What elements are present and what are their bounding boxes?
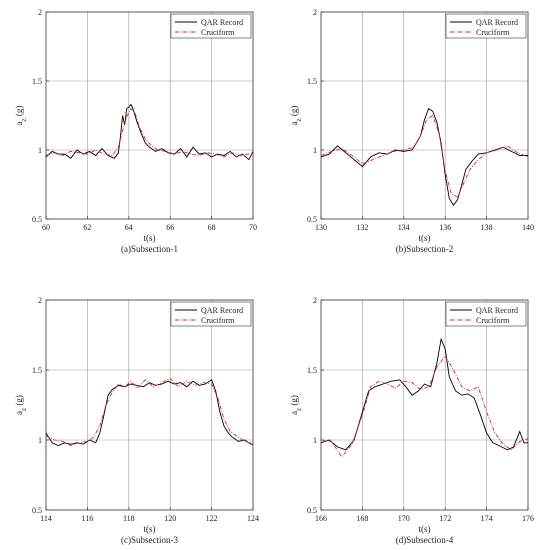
series-line-qar-record	[45, 379, 253, 447]
y-tick-label: 0.5	[32, 506, 42, 515]
x-tick-label: 124	[247, 514, 259, 523]
y-tick-label: 0.5	[307, 506, 317, 515]
x-tick-label: 168	[356, 514, 368, 523]
plot-area	[320, 11, 529, 220]
x-axis-label: t(s)	[419, 233, 431, 243]
x-tick-label: 64	[125, 223, 133, 232]
subplot-caption: (b)Subsection-2	[396, 244, 454, 254]
series-line-cruciform	[45, 377, 253, 447]
x-tick-label: 134	[398, 223, 410, 232]
x-tick-label: 130	[315, 223, 327, 232]
y-tick-label: 2	[38, 8, 42, 17]
plot-area	[45, 299, 254, 511]
legend-label: Cruciform	[476, 316, 510, 325]
x-tick-label: 60	[42, 223, 50, 232]
y-tick-label: 2	[313, 296, 317, 305]
x-axis-label: t(s)	[144, 524, 156, 534]
x-tick-label: 140	[522, 223, 534, 232]
x-tick-label: 66	[166, 223, 174, 232]
x-axis-label: t(s)	[419, 524, 431, 534]
series-line-qar-record	[320, 107, 528, 207]
legend-label: QAR Record	[476, 18, 518, 27]
y-tick-label: 1.5	[32, 77, 42, 86]
y-tick-label: 2	[38, 296, 42, 305]
plot-area	[45, 11, 254, 220]
x-tick-label: 136	[439, 223, 451, 232]
x-tick-label: 70	[249, 223, 257, 232]
x-tick-label: 170	[398, 514, 410, 523]
chart-panel-1: 60 62 64 66 68 70 0.5 1 1.5 2 t(s)(a)Subsection-1 a…	[14, 8, 257, 254]
y-tick-label: 0.5	[32, 215, 42, 224]
chart-panel-4: 166 168 170 172 174 176 0.5 1 1.5 2 t(s)(d)Subsect…	[289, 296, 534, 545]
x-tick-label: 62	[83, 223, 91, 232]
subplot-caption: (d)Subsection-4	[396, 535, 454, 545]
plot-area	[320, 299, 529, 511]
y-tick-label: 1	[38, 436, 42, 445]
series-line-qar-record	[45, 103, 254, 161]
legend-box	[445, 13, 527, 39]
legend-label: Cruciform	[201, 316, 235, 325]
y-tick-label: 2	[313, 8, 317, 17]
series-line-qar-record	[320, 337, 528, 451]
series-line-cruciform	[45, 107, 253, 158]
x-tick-label: 68	[208, 223, 216, 232]
x-tick-label: 122	[206, 514, 218, 523]
x-tick-label: 132	[356, 223, 368, 232]
series-line-cruciform	[320, 114, 529, 198]
series-line-cruciform	[320, 355, 529, 458]
legend-label: Cruciform	[201, 28, 235, 37]
y-tick-label: 1	[313, 436, 317, 445]
legend-box	[170, 301, 252, 327]
x-axis-label: t(s)	[144, 233, 156, 243]
y-tick-label: 1.5	[307, 77, 317, 86]
y-axis-label: az (g)	[289, 106, 303, 126]
legend-label: QAR Record	[476, 306, 518, 315]
x-tick-label: 116	[82, 514, 94, 523]
legend-label: QAR Record	[201, 18, 243, 27]
legend-box	[170, 13, 252, 39]
x-tick-label: 174	[481, 514, 493, 523]
y-tick-label: 1.5	[32, 366, 42, 375]
x-tick-label: 118	[123, 514, 135, 523]
subplot-caption: (c)Subsection-3	[121, 535, 178, 545]
y-tick-label: 1	[38, 146, 42, 155]
y-axis-label: az (g)	[14, 395, 28, 415]
x-tick-label: 172	[439, 514, 451, 523]
y-axis-label: az (g)	[289, 395, 303, 415]
x-tick-label: 138	[481, 223, 493, 232]
chart-panel-2: 130 132 134 136 138 140 0.5 1 1.5 2 t(s)(b)Subsect…	[289, 8, 534, 254]
x-tick-label: 176	[522, 514, 534, 523]
subplot-caption: (a)Subsection-1	[121, 244, 178, 254]
y-tick-label: 0.5	[307, 215, 317, 224]
chart-panel-3: 114 116 118 120 122 124 0.5 1 1.5 2 t(s)(c)Subsect…	[14, 296, 259, 545]
legend-box	[445, 301, 527, 327]
y-tick-label: 1	[313, 146, 317, 155]
legend-label: QAR Record	[201, 306, 243, 315]
x-tick-label: 114	[40, 514, 52, 523]
y-tick-label: 1.5	[307, 366, 317, 375]
y-axis-label: az (g)	[14, 106, 28, 126]
x-tick-label: 120	[164, 514, 176, 523]
x-tick-label: 166	[315, 514, 327, 523]
legend-label: Cruciform	[476, 28, 510, 37]
